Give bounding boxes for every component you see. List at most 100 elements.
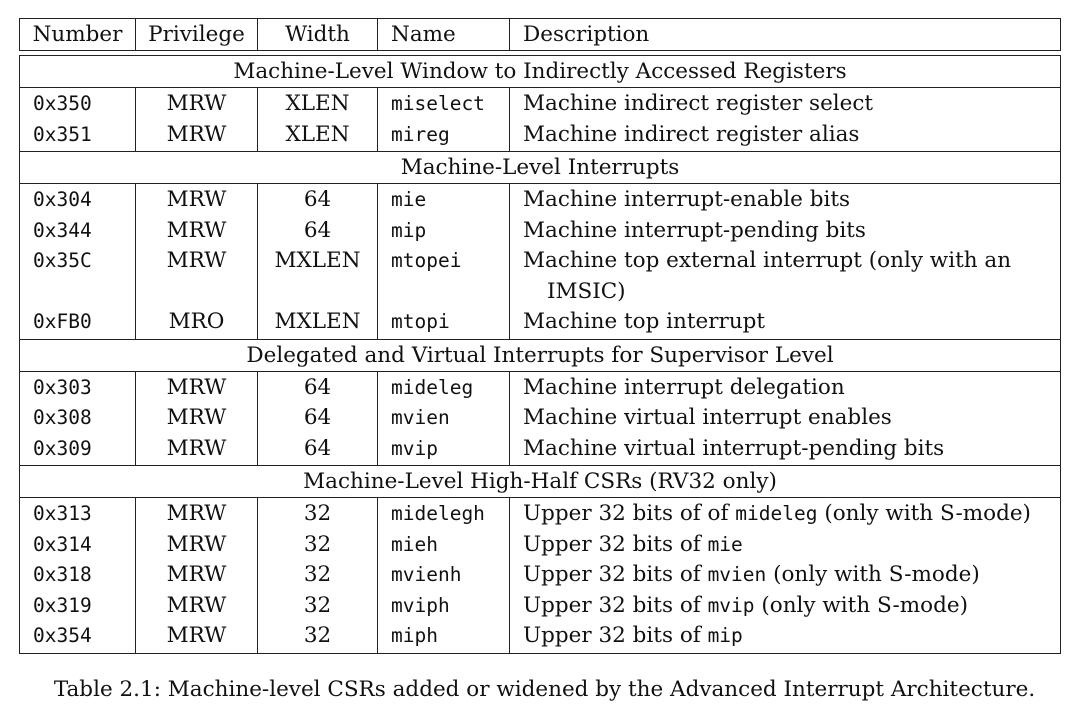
csr-description-cell: Machine interrupt-pending bits (509, 215, 1061, 246)
section-header-row: Machine-Level Window to Indirectly Acces… (19, 55, 1061, 88)
csr-description-cell: Machine top interrupt (509, 307, 1061, 340)
csr-description-cell: Machine indirect register alias (509, 119, 1061, 152)
csr-number-cell: 0x313 (19, 497, 136, 530)
description-text: Machine indirect register select (523, 91, 874, 116)
description-text: Upper 32 bits of (523, 623, 708, 648)
csr-table: Number Privilege Width Name Description … (19, 18, 1061, 654)
section-title: Machine-Level Window to Indirectly Acces… (19, 55, 1061, 88)
csr-number-cell: 0x304 (19, 183, 136, 216)
table-row: 0x319 MRW 32 mviph Upper 32 bits of mvip (on… (19, 590, 1061, 621)
csr-name-cell: mvienh (377, 560, 510, 591)
section-title: Machine-Level Interrupts (19, 151, 1061, 184)
csr-width-cell: 32 (257, 590, 378, 621)
csr-number-cell: 0x309 (19, 433, 136, 466)
header-privilege: Privilege (135, 18, 258, 51)
table-row: 0x308 MRW 64 mvien Machine virtual interrupt… (19, 403, 1061, 434)
header-number: Number (19, 18, 136, 51)
csr-name-cell: mip (377, 215, 510, 246)
csr-width-cell: 64 (257, 371, 378, 403)
table-row: 0x318 MRW 32 mvienh Upper 32 bits of mvien (… (19, 560, 1061, 591)
description-continuation: IMSIC) (547, 278, 626, 304)
csr-number-cell: 0x308 (19, 403, 136, 434)
description-text: (only with S-mode) (754, 592, 968, 618)
csr-privilege-cell: MRW (135, 246, 258, 307)
csr-name-cell: mtopei (377, 246, 510, 307)
csr-number-cell: 0x344 (19, 215, 136, 246)
description-text: Machine top interrupt (523, 309, 766, 334)
csr-number-cell: 0x354 (19, 621, 136, 654)
header-name: Name (377, 18, 510, 51)
csr-privilege-cell: MRW (135, 215, 258, 246)
csr-number-cell: 0x350 (19, 87, 136, 120)
csr-name-cell: mideleg (377, 371, 510, 403)
section-title: Delegated and Virtual Interrupts for Sup… (19, 338, 1061, 372)
csr-description-cell: Upper 32 bits of mvip (only with S-mode) (509, 590, 1061, 621)
table-section: Machine-Level Interrupts 0x304 MRW 64 mie Mac… (19, 151, 1061, 340)
table-row: 0x313 MRW 32 midelegh Upper 32 bits of of mi… (19, 497, 1061, 530)
header-description: Description (509, 18, 1061, 51)
csr-name-cell: mvien (377, 403, 510, 434)
csr-privilege-cell: MRO (135, 307, 258, 340)
csr-privilege-cell: MRW (135, 87, 258, 120)
csr-width-cell: XLEN (257, 119, 378, 152)
csr-width-cell: 64 (257, 433, 378, 466)
table-row: 0x35C MRW MXLEN mtopei Machine top external … (19, 246, 1061, 307)
csr-width-cell: 64 (257, 403, 378, 434)
csr-privilege-cell: MRW (135, 403, 258, 434)
csr-description-cell: Machine top external interrupt (only wit… (509, 246, 1061, 307)
table-row: 0x350 MRW XLEN miselect Machine indirect reg… (19, 87, 1061, 120)
description-code: mvip (707, 593, 755, 617)
csr-width-cell: 32 (257, 529, 378, 560)
csr-number-cell: 0x303 (19, 371, 136, 403)
csr-name-cell: mireg (377, 119, 510, 152)
csr-description-cell: Upper 32 bits of mip (509, 621, 1061, 654)
csr-width-cell: 32 (257, 560, 378, 591)
csr-width-cell: XLEN (257, 87, 378, 120)
csr-width-cell: MXLEN (257, 307, 378, 340)
csr-number-cell: 0x35C (19, 246, 136, 307)
table-section: Machine-Level High-Half CSRs (RV32 only)… (19, 465, 1061, 654)
csr-description-cell: Machine interrupt-enable bits (509, 183, 1061, 216)
table-row: 0x351 MRW XLEN mireg Machine indirect regist… (19, 119, 1061, 152)
csr-width-cell: 64 (257, 183, 378, 216)
csr-name-cell: miph (377, 621, 510, 654)
csr-width-cell: 64 (257, 215, 378, 246)
csr-width-cell: 32 (257, 621, 378, 654)
description-text: Upper 32 bits of (523, 562, 708, 587)
description-text: Machine top external interrupt (only wit… (523, 248, 1012, 273)
section-title: Machine-Level High-Half CSRs (RV32 only) (19, 465, 1061, 498)
csr-name-cell: mie (377, 183, 510, 216)
csr-privilege-cell: MRW (135, 183, 258, 216)
description-text: (only with S-mode) (766, 562, 980, 587)
description-text: Machine virtual interrupt-pending bits (523, 435, 945, 461)
csr-privilege-cell: MRW (135, 621, 258, 654)
section-header-row: Machine-Level Interrupts (19, 151, 1061, 184)
csr-description-cell: Machine virtual interrupt enables (509, 403, 1061, 434)
csr-name-cell: mviph (377, 590, 510, 621)
description-text: Machine virtual interrupt enables (523, 405, 892, 430)
description-text: Upper 32 bits of (523, 592, 708, 618)
csr-number-cell: 0x319 (19, 590, 136, 621)
table-row: 0x314 MRW 32 mieh Upper 32 bits of mie (19, 529, 1061, 560)
csr-name-cell: miselect (377, 87, 510, 120)
csr-privilege-cell: MRW (135, 433, 258, 466)
csr-number-cell: 0xFB0 (19, 307, 136, 340)
csr-privilege-cell: MRW (135, 590, 258, 621)
description-text: Machine interrupt-pending bits (523, 217, 866, 243)
description-text: (only with S-mode) (817, 501, 1031, 526)
description-code: mie (707, 532, 743, 556)
csr-width-cell: 32 (257, 497, 378, 530)
csr-privilege-cell: MRW (135, 497, 258, 530)
csr-width-cell: MXLEN (257, 246, 378, 307)
section-header-row: Delegated and Virtual Interrupts for Sup… (19, 338, 1061, 372)
csr-description-cell: Upper 32 bits of mvien (only with S-mode… (509, 560, 1061, 591)
table-row: 0xFB0 MRO MXLEN mtopi Machine top interrupt (19, 307, 1061, 340)
csr-name-cell: mvip (377, 433, 510, 466)
csr-description-cell: Machine virtual interrupt-pending bits (509, 433, 1061, 466)
csr-privilege-cell: MRW (135, 371, 258, 403)
description-text: Machine interrupt delegation (523, 374, 845, 400)
table-header-row: Number Privilege Width Name Description (19, 18, 1061, 51)
header-width: Width (257, 18, 378, 51)
table-row: 0x309 MRW 64 mvip Machine virtual interrupt-… (19, 433, 1061, 466)
table-row: 0x303 MRW 64 mideleg Machine interrupt deleg… (19, 371, 1061, 403)
